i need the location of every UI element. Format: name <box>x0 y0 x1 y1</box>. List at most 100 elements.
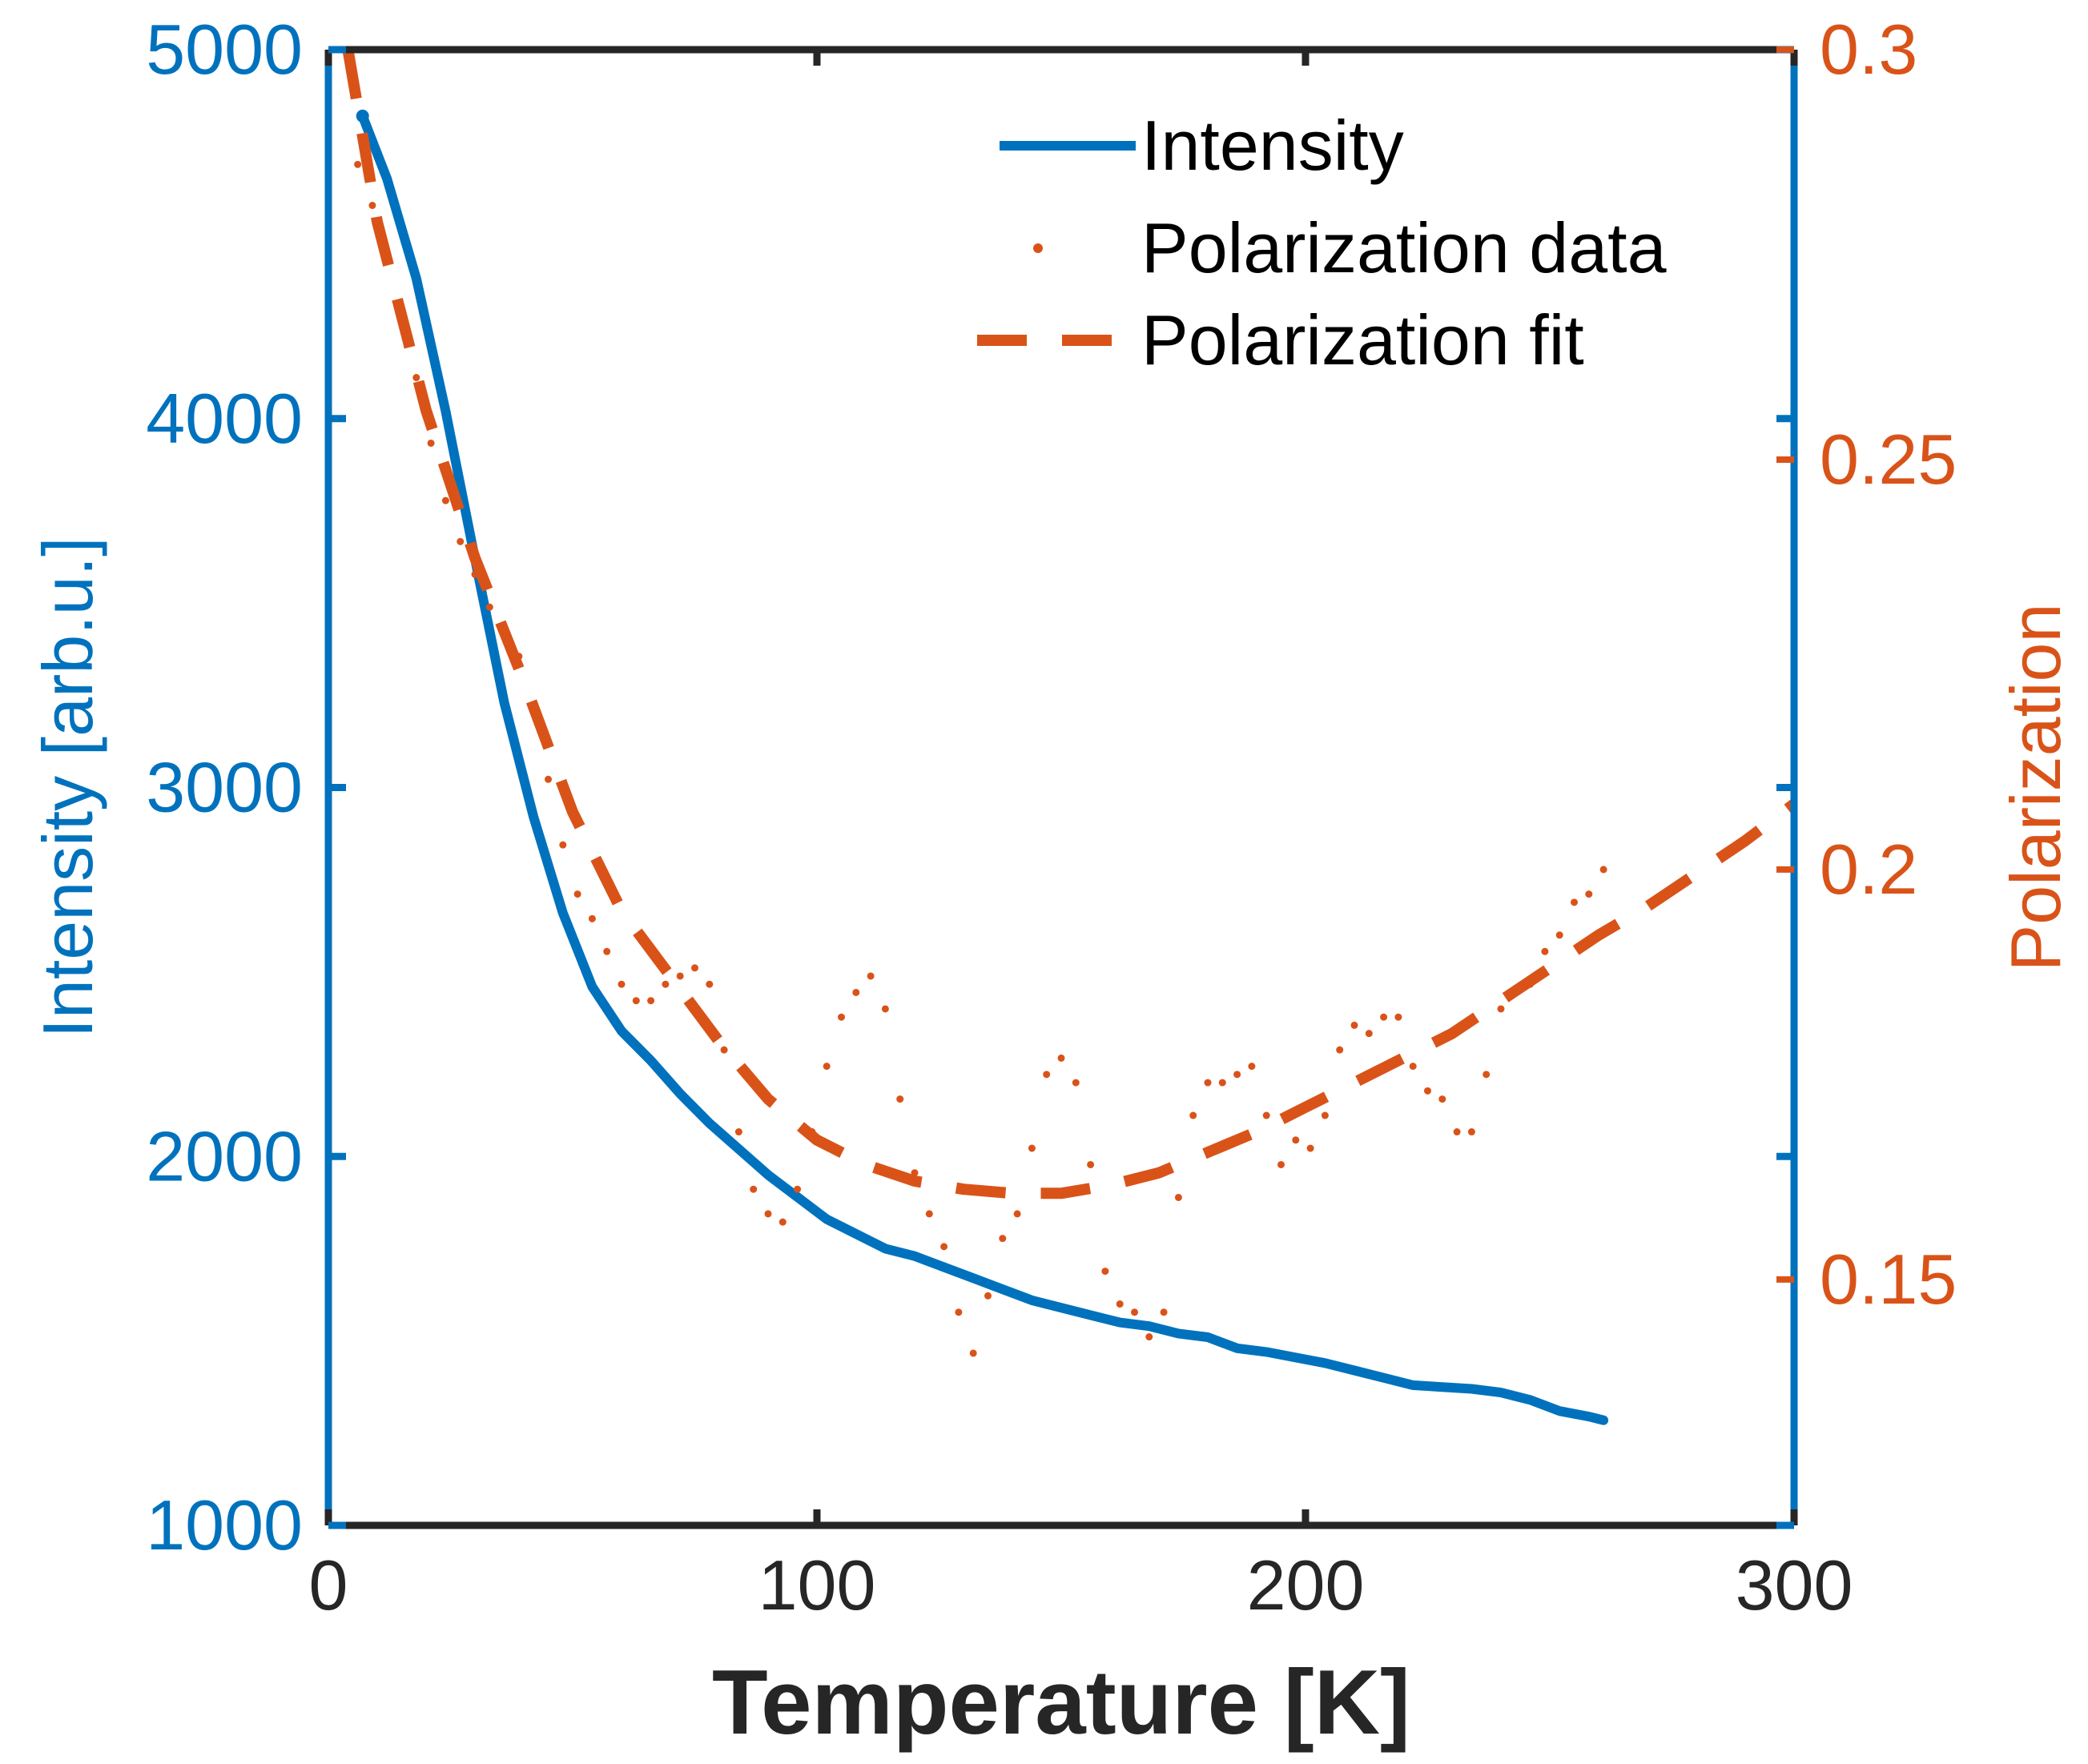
polarization-data-point <box>1277 1160 1285 1168</box>
x-tick-label: 0 <box>309 1545 348 1625</box>
polarization-data-point <box>1438 1095 1446 1103</box>
polarization-data-point <box>720 1046 728 1054</box>
axes <box>324 46 1798 1529</box>
polarization-data-point <box>412 374 420 382</box>
polarization-data-point <box>1262 1111 1270 1119</box>
right-y-tick-label: 0.25 <box>1820 420 1957 499</box>
polarization-data-point <box>734 1128 742 1136</box>
polarization-data-point <box>529 701 537 709</box>
legend-label: Polarization fit <box>1141 300 1584 380</box>
polarization-data-point <box>1116 1300 1124 1308</box>
polarization-data-point <box>1233 1071 1241 1079</box>
polarization-data-point <box>1131 1308 1138 1316</box>
polarization-data-point <box>1365 1030 1373 1038</box>
polarization-data-point <box>427 439 435 447</box>
polarization-data-point <box>501 628 509 636</box>
left-y-tick-label: 3000 <box>146 748 303 827</box>
x-tick-label: 100 <box>758 1545 876 1625</box>
polarization-data-point <box>1555 931 1563 939</box>
polarization-data-point <box>618 980 626 988</box>
polarization-data-point <box>940 1243 948 1251</box>
polarization-data-point <box>1028 1144 1036 1152</box>
polarization-data-point <box>1336 1046 1344 1054</box>
polarization-data-point <box>999 1235 1007 1243</box>
polarization-data-point <box>1218 1079 1226 1087</box>
polarization-data-point <box>867 972 875 980</box>
left-y-tick-label: 2000 <box>146 1116 303 1195</box>
right-y-axis-title: Polarization <box>1996 604 2075 972</box>
polarization-data-point <box>1409 1063 1417 1071</box>
polarization-data-point <box>368 202 376 210</box>
polarization-data-point <box>1483 1071 1491 1079</box>
legend-swatch-polarization-data <box>1033 243 1043 253</box>
polarization-data-point <box>794 1185 802 1193</box>
intensity-series <box>356 109 1609 1425</box>
x-tick-label: 200 <box>1247 1545 1365 1625</box>
polarization-fit-series <box>342 48 1798 1199</box>
polarization-data-point <box>969 1349 977 1357</box>
right-y-tick-label: 0.2 <box>1820 830 1917 909</box>
polarization-data-point <box>471 570 479 578</box>
left-y-tick-label: 1000 <box>146 1485 303 1565</box>
polarization-data-point <box>573 890 581 898</box>
polarization-data-point <box>823 1063 831 1071</box>
legend-label: Polarization data <box>1141 208 1667 287</box>
polarization-data-point <box>1497 1005 1505 1013</box>
polarization-data-point <box>838 1013 845 1021</box>
polarization-data-point <box>354 160 362 168</box>
polarization-data-point <box>1571 898 1578 906</box>
legend-item: Intensity <box>1000 106 1404 185</box>
polarization-data-point <box>1101 1268 1109 1276</box>
legend-label: Intensity <box>1141 106 1404 185</box>
polarization-data-point <box>750 1185 758 1193</box>
polarization-data-point <box>1541 947 1549 955</box>
intensity-start-marker <box>356 109 369 123</box>
right-y-tick-label: 0.15 <box>1820 1240 1957 1319</box>
polarization-data-point <box>647 997 655 1005</box>
polarization-data-point <box>1057 1054 1065 1062</box>
polarization-data-point <box>545 775 552 783</box>
polarization-data-point <box>1204 1079 1212 1087</box>
polarization-fit-line <box>342 48 1798 1199</box>
polarization-data-point <box>1599 866 1607 874</box>
polarization-data-point <box>1394 1013 1402 1021</box>
polarization-data-point <box>559 841 567 849</box>
x-axis-title: Temperature [K] <box>712 1652 1410 1754</box>
polarization-data-point <box>852 988 860 996</box>
polarization-data-point <box>441 496 449 504</box>
polarization-data-point <box>808 1128 816 1136</box>
x-tick-label: 300 <box>1736 1545 1853 1625</box>
polarization-data-point <box>1467 1128 1475 1136</box>
polarization-data-point <box>1380 1013 1388 1021</box>
right-y-tick-label: 0.3 <box>1820 10 1917 89</box>
polarization-data-point <box>603 947 611 955</box>
polarization-data-point <box>515 653 523 661</box>
left-y-tick-label: 4000 <box>146 379 303 458</box>
polarization-data-point <box>1350 1021 1358 1029</box>
intensity-line <box>357 111 1609 1425</box>
polarization-data-point <box>398 308 405 316</box>
polarization-data-point <box>1174 1193 1182 1201</box>
polarization-data-point <box>588 914 596 922</box>
polarization-data-point <box>1321 1111 1329 1119</box>
polarization-data-point <box>1248 1063 1256 1071</box>
legend-item: Polarization data <box>1033 208 1667 287</box>
left-y-tick-label: 5000 <box>146 10 303 89</box>
legend-item: Polarization fit <box>977 300 1584 380</box>
polarization-data-point <box>984 1292 992 1300</box>
polarization-data-series <box>354 160 1607 1357</box>
polarization-data-point <box>1585 890 1593 898</box>
polarization-data-point <box>383 251 391 259</box>
polarization-data-point <box>1072 1079 1080 1087</box>
polarization-data-point <box>1453 1128 1461 1136</box>
polarization-data-point <box>881 1005 889 1013</box>
polarization-data-point <box>1511 988 1519 996</box>
polarization-data-point <box>1043 1071 1051 1079</box>
polarization-data-point <box>925 1210 933 1218</box>
polarization-data-point <box>1527 980 1535 988</box>
polarization-data-point <box>1189 1111 1197 1119</box>
tick-labels: 0 100 200 300 1000 2000 3000 4000 5000 0.15 0.2 0.2… <box>28 10 2075 1754</box>
left-y-axis-title: Intensity [arb.u.] <box>28 536 107 1038</box>
